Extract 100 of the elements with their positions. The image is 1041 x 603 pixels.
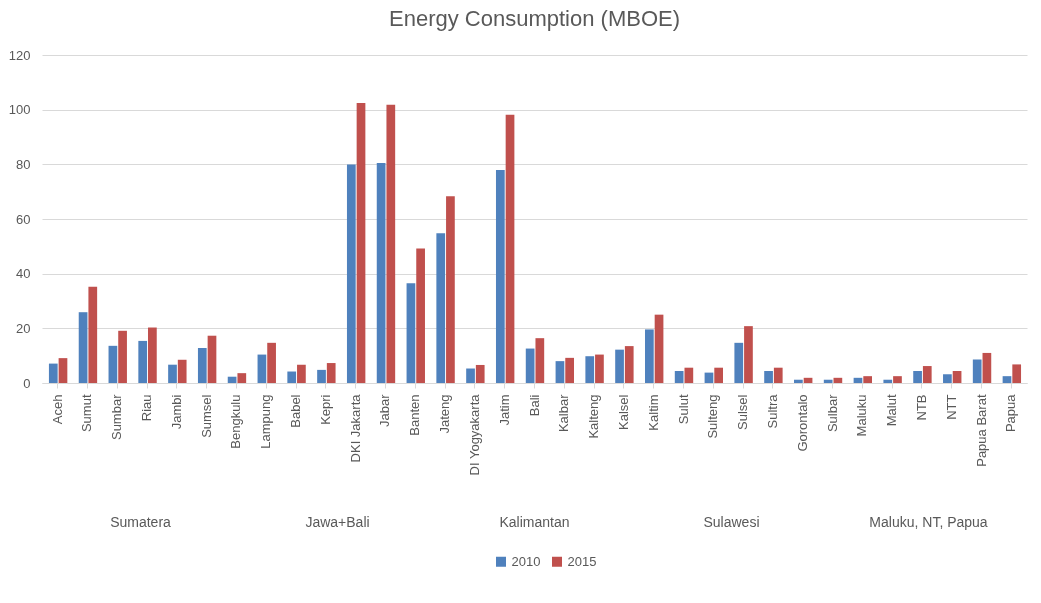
bar [376, 162, 386, 383]
bar [943, 374, 952, 383]
x-tick-label: NTB [913, 394, 929, 421]
x-tick-label: Papua Barat [973, 394, 989, 467]
bar [555, 361, 565, 383]
x-tick-label: Kalteng [586, 394, 602, 439]
x-tick-label: Kalsel [615, 394, 631, 430]
x-tick-label: Bengkulu [228, 394, 244, 449]
bar [883, 379, 893, 383]
bar [317, 369, 326, 383]
bar [48, 363, 58, 383]
x-tick-label: Papua [1003, 393, 1019, 433]
x-tick-label: Kepri [317, 394, 333, 425]
x-tick-label: Sulut [675, 394, 691, 425]
x-tick-label: Sumsel [198, 394, 214, 438]
bar [495, 170, 505, 383]
text: Sumatera [110, 514, 172, 530]
bar [108, 345, 118, 383]
x-tick-label: Bali [526, 394, 542, 417]
bar [893, 376, 902, 383]
text: Jawa+Bali [305, 514, 370, 530]
bar [237, 373, 247, 383]
bar [744, 326, 753, 383]
bar [794, 379, 803, 383]
bar [922, 366, 932, 383]
bar [356, 103, 366, 383]
text: Sulawesi [703, 514, 760, 530]
bar [654, 314, 664, 383]
bar [734, 342, 744, 383]
bar [773, 367, 783, 383]
bar [475, 364, 485, 383]
x-tick-label: Kaltim [645, 394, 661, 431]
y-tick-label: 80 [16, 156, 31, 172]
y-tick-label: 100 [8, 102, 31, 118]
x-tick-label: Jambi [168, 394, 184, 430]
bar [535, 338, 545, 383]
text: Kalimantan [499, 514, 570, 530]
bar [267, 342, 276, 383]
bar [118, 330, 127, 383]
bar [287, 371, 297, 383]
x-tick-label: NTT [943, 394, 959, 420]
x-tick-label: Sultra [764, 393, 780, 429]
bar [982, 352, 992, 383]
x-tick-label: Babel [288, 394, 304, 428]
y-tick-label: 60 [16, 211, 31, 227]
bar [595, 354, 604, 383]
bar [674, 370, 684, 383]
bar [684, 367, 694, 383]
x-tick-label: Malut [884, 394, 900, 427]
x-tick-label: Kalbar [556, 393, 572, 433]
bar [764, 370, 773, 383]
bar [624, 346, 634, 383]
bar [346, 164, 356, 383]
bar [863, 376, 873, 383]
bar [645, 329, 654, 383]
x-tick-label: Maluku [854, 394, 870, 437]
bar [436, 233, 446, 383]
x-tick-label: Banten [407, 394, 423, 436]
bar [972, 359, 982, 383]
bar [197, 348, 207, 383]
bar [326, 363, 336, 383]
y-tick-label: 40 [16, 266, 31, 282]
x-tick-label: Gorontalo [794, 394, 810, 452]
legend-label: 2015 [567, 553, 597, 569]
bar [525, 348, 535, 383]
x-tick-label: Sumut [79, 394, 95, 433]
x-tick-label: Riau [139, 394, 155, 422]
bar [138, 340, 148, 383]
legend-label: 2010 [511, 553, 541, 569]
x-tick-label: Sumbar [109, 393, 125, 441]
bar [257, 354, 267, 383]
bar [505, 114, 515, 383]
bar [565, 357, 574, 383]
bar [1002, 376, 1012, 383]
y-tick-label: 0 [23, 375, 31, 391]
x-tick-label: Aceh [49, 394, 65, 425]
x-tick-label: Jatim [496, 394, 512, 426]
bar [446, 196, 455, 383]
x-tick-label: Lampung [258, 394, 274, 449]
x-tick-label: Sulteng [705, 394, 721, 439]
chart-title: Energy Consumption (MBOE) [389, 6, 680, 31]
x-tick-label: DI Yogyakarta [466, 393, 482, 476]
bar [714, 367, 724, 383]
bar [207, 335, 217, 383]
y-tick-label: 120 [8, 47, 31, 63]
bar [913, 370, 922, 383]
bar [416, 248, 425, 383]
x-tick-label: Jateng [437, 394, 453, 434]
bar [406, 283, 416, 383]
bar [615, 349, 624, 383]
x-tick-label: DKI Jakarta [347, 393, 363, 463]
bar [1012, 364, 1022, 383]
text: Maluku, NT, Papua [869, 514, 988, 530]
x-tick-label: Sulbar [824, 393, 840, 433]
bar [823, 379, 833, 383]
bar [952, 370, 962, 383]
bar [78, 312, 88, 383]
bar [585, 356, 595, 383]
bar [297, 364, 306, 383]
x-tick-label: Jabar [377, 393, 393, 428]
